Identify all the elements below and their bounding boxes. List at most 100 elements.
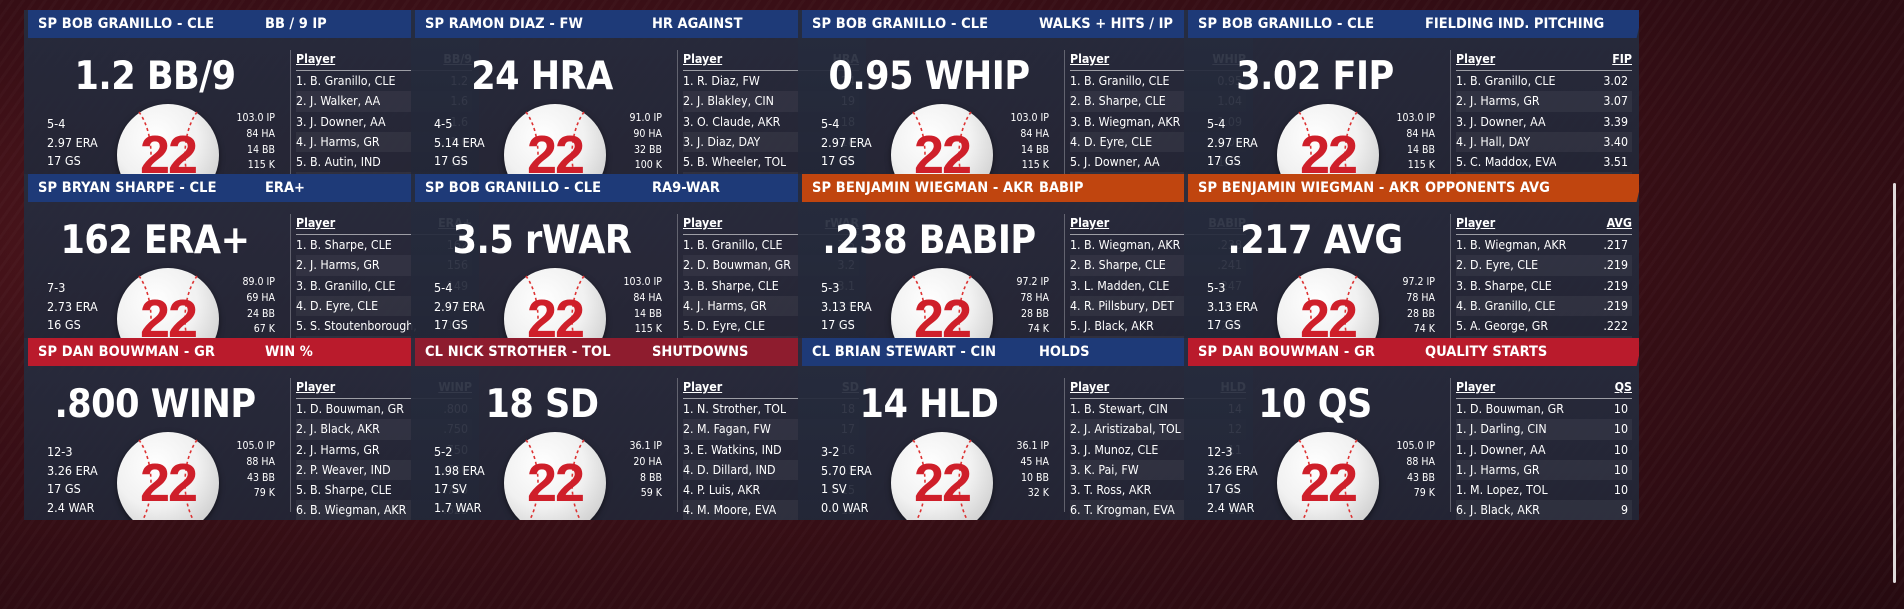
player-games: 17 GS — [1207, 153, 1241, 168]
table-row[interactable]: 5. A. George, GR .222 — [1456, 316, 1632, 336]
column-header-player[interactable]: Player — [1456, 380, 1496, 394]
player-era: 2.97 ERA — [434, 298, 485, 314]
jersey-number: 22 — [1299, 453, 1358, 513]
player-record: 5-3 — [821, 280, 840, 295]
table-row[interactable]: 2. D. Eyre, CLE .219 — [1456, 255, 1632, 276]
row-player: 1. B. Granillo, CLE — [1456, 74, 1556, 88]
player-era: 5.14 ERA — [434, 134, 485, 150]
column-header-player[interactable]: Player — [683, 52, 723, 66]
row-player: 3. B. Wiegman, AKR — [1070, 114, 1181, 129]
column-header-player[interactable]: Player — [296, 380, 336, 394]
table-row[interactable]: 3. J. Downer, AA 3.39 — [1456, 112, 1632, 132]
player-record: 5-4 — [434, 280, 453, 295]
column-header-player[interactable]: Player — [683, 216, 723, 230]
walks: 14 BB — [247, 143, 275, 156]
panel-divider — [1450, 50, 1451, 184]
row-player: 1. B. Sharpe, CLE — [296, 238, 392, 252]
row-player: 4. R. Pillsbury, DET — [1070, 298, 1175, 313]
player-games: 17 GS — [821, 153, 855, 168]
column-header-stat[interactable]: FIP — [1612, 52, 1632, 66]
player-record: 5-2 — [434, 444, 453, 459]
column-header-stat[interactable]: QS — [1614, 380, 1632, 394]
column-header-player[interactable]: Player — [296, 216, 336, 230]
innings-pitched: 103.0 IP — [1396, 112, 1435, 124]
table-row[interactable]: 1. B. Wiegman, AKR .217 — [1456, 235, 1632, 255]
hits-allowed: 84 HA — [1406, 127, 1435, 140]
innings-pitched: 103.0 IP — [1010, 112, 1049, 124]
table-row[interactable]: 1. M. Lopez, TOL 10 — [1456, 480, 1632, 500]
table-row[interactable]: 1. J. Harms, GR 10 — [1456, 459, 1632, 481]
table-row[interactable]: 1. B. Granillo, CLE 3.02 — [1456, 71, 1632, 91]
leaderboard-header: Player QS — [1456, 378, 1632, 399]
card-header: CL BRIAN STEWART - CIN HOLDS — [802, 338, 1253, 366]
player-era: 3.13 ERA — [1207, 298, 1258, 314]
table-row[interactable]: 5. C. Maddox, EVA 3.51 — [1456, 152, 1632, 172]
player-games: 1 SV — [821, 481, 847, 496]
column-header-player[interactable]: Player — [1070, 216, 1110, 230]
pitching-line-stats: 105.0 IP 88 HA 43 BB 79 K — [1396, 439, 1435, 502]
table-row[interactable]: 2. J. Harms, GR 3.07 — [1456, 91, 1632, 112]
row-value: .217 — [1603, 238, 1628, 252]
column-header-stat[interactable]: AVG — [1606, 216, 1632, 230]
panel-divider — [290, 378, 291, 512]
column-header-player[interactable]: Player — [1070, 380, 1110, 394]
row-player: 2. M. Fagan, FW — [683, 422, 771, 437]
row-player: 6. B. Wiegman, AKR — [296, 503, 407, 518]
row-player: 2. J. Blakley, CIN — [683, 94, 774, 109]
row-player: 2. J. Harms, GR — [296, 442, 380, 457]
featured-player-panel: 24 HRA 4-5 5.14 ERA 17 GS -0.3 WAR 22 91… — [411, 38, 673, 192]
row-player: 1. B. Granillo, CLE — [683, 238, 783, 252]
strikeouts: 32 K — [1027, 487, 1049, 500]
hits-allowed: 84 HA — [1020, 127, 1049, 140]
player-war: 0.0 WAR — [821, 499, 869, 515]
walks: 10 BB — [1021, 471, 1049, 484]
column-header-player[interactable]: Player — [1456, 216, 1496, 230]
column-header-player[interactable]: Player — [1070, 52, 1110, 66]
table-row[interactable]: 3. B. Sharpe, CLE .219 — [1456, 276, 1632, 296]
card-category: HOLDS — [1039, 344, 1090, 360]
card-header: SP RAMON DIAZ - FW HR AGAINST — [415, 10, 866, 38]
row-player: 3. T. Ross, AKR — [1070, 483, 1152, 498]
table-row[interactable]: 1. D. Bouwman, GR 10 — [1456, 399, 1632, 419]
featured-player-panel: 1.2 BB/9 5-4 2.97 ERA 17 GS 3.2 WAR 22 1… — [24, 38, 286, 192]
table-row[interactable]: 4. B. Granillo, CLE .219 — [1456, 295, 1632, 317]
player-record: 5-3 — [1207, 280, 1226, 295]
card-category: HR AGAINST — [652, 16, 743, 32]
row-player: 4. D. Eyre, CLE — [1070, 134, 1153, 149]
innings-pitched: 105.0 IP — [236, 440, 275, 452]
row-value: 10 — [1613, 483, 1628, 498]
row-player: 3. J. Downer, AA — [1456, 114, 1546, 129]
player-games: 17 GS — [821, 317, 855, 332]
player-era: 5.70 ERA — [821, 462, 872, 478]
row-player: 1. R. Diaz, FW — [683, 74, 760, 88]
leader-card: CL NICK STROTHER - TOL SHUTDOWNS 18 SD 5… — [411, 338, 866, 520]
card-category: OPPONENTS AVG — [1425, 180, 1550, 196]
table-row[interactable]: 6. J. Black, AKR 9 — [1456, 500, 1632, 520]
row-player: 1. M. Lopez, TOL — [1456, 483, 1548, 498]
pitching-line-stats: 103.0 IP 84 HA 14 BB 115 K — [236, 111, 275, 174]
table-row[interactable]: 1. J. Downer, AA 10 — [1456, 440, 1632, 460]
row-player: 1. B. Stewart, CIN — [1070, 402, 1168, 416]
column-header-player[interactable]: Player — [296, 52, 336, 66]
card-player-name: SP BOB GRANILLO - CLE — [38, 16, 215, 32]
baseball-icon: 22 — [1277, 432, 1379, 520]
table-row[interactable]: 1. J. Darling, CIN 10 — [1456, 419, 1632, 440]
column-header-player[interactable]: Player — [1456, 52, 1496, 66]
row-player: 5. D. Eyre, CLE — [683, 319, 766, 334]
vertical-scrollbar[interactable] — [1893, 183, 1896, 583]
pitching-line-stats: 103.0 IP 84 HA 14 BB 115 K — [1010, 111, 1049, 174]
column-header-player[interactable]: Player — [683, 380, 723, 394]
featured-player-panel: 14 HLD 3-2 5.70 ERA 1 SV 0.0 WAR 22 36.1… — [798, 366, 1060, 520]
innings-pitched: 36.1 IP — [1016, 440, 1049, 452]
table-row[interactable]: 4. J. Hall, DAY 3.40 — [1456, 131, 1632, 153]
player-record: 5-4 — [47, 116, 66, 131]
featured-stat-value: .238 BABIP — [822, 218, 1036, 263]
walks: 24 BB — [247, 307, 275, 320]
panel-divider — [677, 214, 678, 348]
card-category: BABIP — [1039, 180, 1084, 196]
player-summary-stats: 3-2 5.70 ERA 1 SV 0.0 WAR — [821, 443, 872, 517]
player-era: 2.97 ERA — [47, 134, 98, 150]
strikeouts: 59 K — [640, 487, 662, 500]
panel-divider — [677, 50, 678, 184]
strikeouts: 115 K — [634, 323, 662, 336]
